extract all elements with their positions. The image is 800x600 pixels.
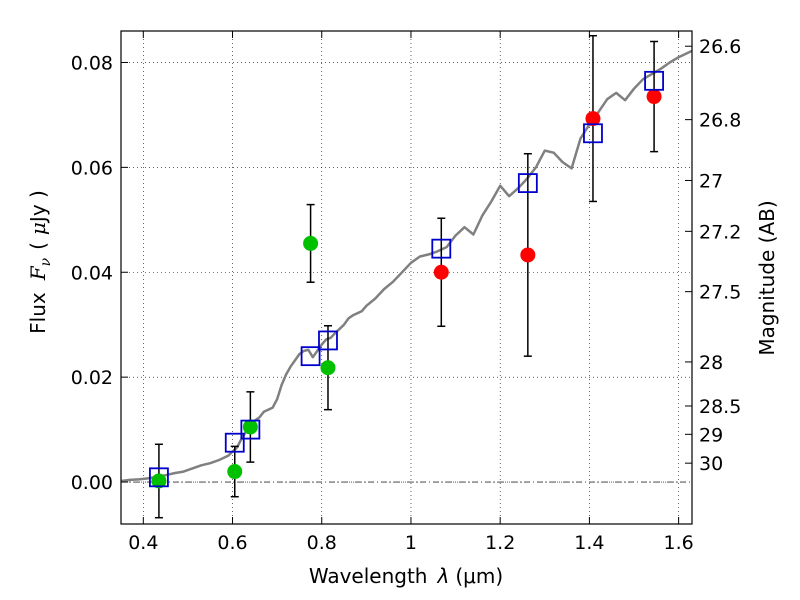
model-box-marker — [517, 173, 538, 193]
y-axis-label-text: Flux — [26, 292, 50, 334]
y-tick-label: 0.06 — [71, 157, 113, 179]
y-axis-label: Flux Fν ( μJy ) — [26, 190, 54, 334]
y2-tick-label: 26.8 — [699, 110, 741, 132]
y-axis-label-subscript: ν — [38, 257, 54, 266]
x-tick-label: 0.6 — [217, 532, 247, 554]
y-tick-label: 0.08 — [71, 52, 113, 74]
error-bar-layer — [154, 34, 659, 519]
green-data-point — [320, 360, 336, 376]
model-spectrum-layer — [120, 49, 693, 483]
y2-tick-label: 28.5 — [699, 396, 741, 418]
model-box-marker — [240, 419, 261, 440]
model-box-marker — [431, 238, 452, 259]
red-data-point — [585, 111, 601, 127]
red-data-point — [433, 264, 449, 280]
x-tick-label: 0.4 — [128, 532, 158, 554]
data-point-layer — [151, 89, 662, 489]
red-data-point — [520, 247, 536, 263]
model-spectrum-line — [120, 49, 693, 483]
model-box-marker — [318, 330, 338, 351]
y-tick-label: 0.02 — [71, 367, 113, 389]
y-axis-label-unit-symbol: μ — [26, 222, 50, 235]
y-axis-label-unit-rest: Jy ) — [26, 190, 50, 224]
x-axis-label-unit: (μm) — [455, 564, 503, 588]
x-tick-label: 1.2 — [485, 532, 515, 554]
green-data-point — [227, 464, 243, 480]
green-data-point — [242, 419, 258, 435]
x-tick-label: 1.6 — [664, 532, 694, 554]
y-axis-label-unit-open: ( — [26, 242, 50, 250]
x-axis-label-text: Wavelength — [309, 564, 428, 588]
model-box-marker — [644, 70, 664, 91]
x-axis-label: Wavelength λ (μm) — [309, 564, 503, 588]
y-tick-label: 0.04 — [71, 262, 113, 284]
green-data-point — [303, 235, 319, 251]
grid-layer — [121, 31, 692, 524]
plot-frame — [120, 30, 693, 525]
model-box-marker — [300, 346, 321, 367]
y2-tick-label: 29 — [699, 424, 723, 446]
x-tick-label: 1.4 — [574, 532, 604, 554]
y2-tick-label: 26.6 — [699, 36, 741, 58]
x-axis-label-symbol: λ — [437, 564, 450, 588]
model-box-layer — [149, 70, 664, 488]
y-tick-label: 0.00 — [71, 472, 113, 494]
tick-layer: 0.4 0.6 0.8 1 1.2 1.4 1.6 0.00 0.02 0.04 0.06 0.08 2… — [71, 31, 741, 554]
y2-tick-label: 27.5 — [699, 282, 741, 304]
y2-tick-label: 28 — [699, 352, 723, 374]
y2-tick-label: 27.2 — [699, 221, 741, 243]
y2-tick-label: 27 — [699, 170, 723, 192]
green-data-point — [151, 473, 167, 489]
red-data-point — [646, 89, 662, 105]
y-axis-label-symbol: F — [26, 265, 50, 281]
model-box-marker — [149, 467, 169, 488]
y2-tick-label: 30 — [699, 453, 723, 475]
x-tick-label: 1 — [405, 532, 417, 554]
y2-axis-label: Magnitude (AB) — [755, 200, 779, 355]
model-box-marker — [224, 432, 245, 453]
x-tick-label: 0.8 — [307, 532, 337, 554]
model-box-marker — [583, 123, 603, 144]
